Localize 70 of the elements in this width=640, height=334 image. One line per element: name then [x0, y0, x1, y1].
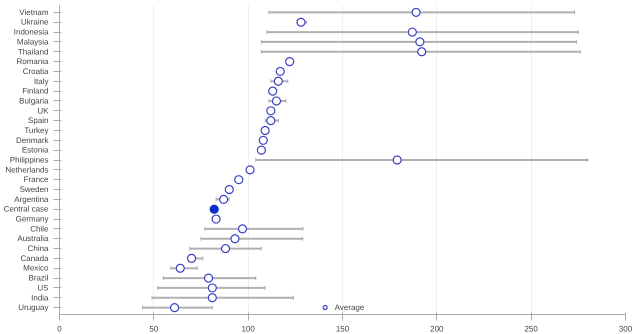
y-tick-label: Australia [17, 234, 50, 244]
point [274, 76, 283, 86]
point [176, 264, 185, 273]
point [258, 136, 268, 145]
point [234, 175, 244, 184]
point [266, 106, 276, 116]
y-tick-label: Bulgaria [19, 96, 50, 106]
y-tick-label: France [24, 175, 50, 184]
y-tick-label: Mexico [23, 264, 50, 273]
y-tick-label: Indonesia [14, 28, 50, 37]
y-tick-label: Finland [22, 86, 49, 96]
point [415, 37, 424, 47]
y-tick-label: Chile [30, 224, 50, 234]
point [224, 184, 234, 194]
y-tick-label: Estonia [22, 146, 50, 155]
y-tick-label: Denmark [16, 136, 50, 145]
y-tick-label: Philippines [10, 156, 49, 164]
point [211, 214, 221, 224]
point [260, 126, 270, 136]
point [208, 283, 217, 293]
legend-label: Average [334, 302, 364, 312]
y-tick-label: US [37, 283, 49, 292]
x-tick-label: 150 [336, 324, 350, 334]
y-tick-label: Thailand [18, 47, 48, 56]
point [210, 204, 219, 214]
point [230, 234, 240, 244]
x-tick-label: 250 [524, 324, 538, 334]
y-tick-label: Germany [16, 214, 49, 224]
point [272, 96, 282, 106]
point [285, 57, 294, 66]
point [219, 194, 228, 204]
point [276, 66, 285, 76]
point [170, 303, 180, 312]
y-tick-label: Uruguay [18, 303, 49, 312]
x-tick-label: 100 [241, 324, 256, 334]
point [220, 244, 230, 254]
point [268, 86, 278, 96]
x-tick-label: 50 [149, 324, 159, 334]
point [204, 273, 214, 283]
y-tick-label: Ukraine [20, 18, 50, 27]
y-tick-label: UK [37, 106, 50, 116]
point [208, 293, 217, 302]
y-tick-label: Malaysia [16, 37, 50, 46]
y-tick-label: Croatia [22, 66, 50, 76]
point [296, 18, 306, 27]
y-tick-label: Netherlands [5, 165, 49, 174]
x-tick-label: 200 [430, 324, 444, 334]
y-tick-label: Brazil [28, 274, 49, 283]
y-tick-label: Canada [20, 254, 50, 263]
y-tick-label: China [28, 244, 50, 254]
point [245, 165, 255, 174]
point [238, 224, 248, 234]
point [392, 155, 402, 165]
point [408, 27, 417, 37]
point [417, 47, 426, 56]
x-tick-label: 300 [618, 324, 633, 334]
y-tick-label: Romania [16, 57, 50, 66]
y-tick-label: Turkey [24, 126, 49, 135]
x-tick-label: 0 [57, 324, 62, 334]
point [256, 146, 266, 155]
y-tick-label: India [31, 293, 50, 302]
point [411, 8, 421, 17]
point [266, 116, 276, 126]
y-tick-label: Vietnam [19, 8, 49, 17]
y-tick-label: Spain [28, 116, 49, 126]
y-tick-label: Sweden [20, 185, 49, 194]
y-tick-label: Argentina [14, 194, 50, 204]
y-tick-label: Italy [34, 76, 48, 86]
y-tick-label: Central case [4, 204, 50, 214]
point [186, 254, 196, 263]
